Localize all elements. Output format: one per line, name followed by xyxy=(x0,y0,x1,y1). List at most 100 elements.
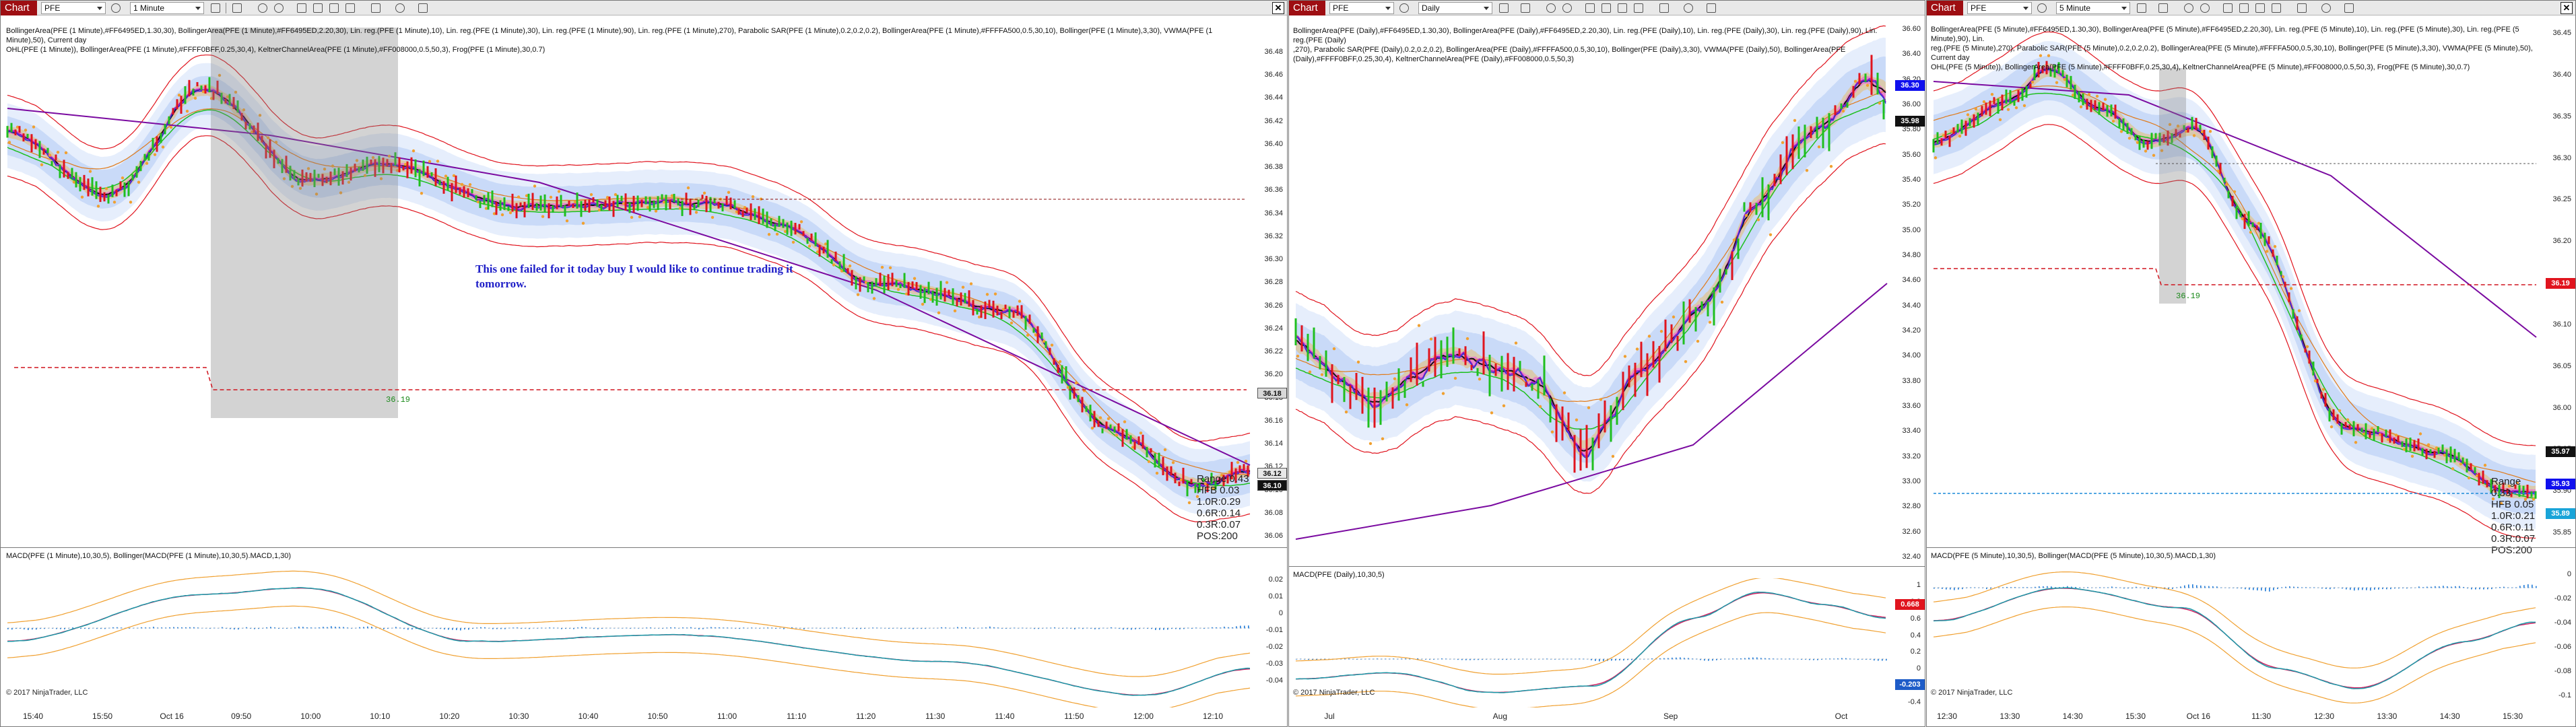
grid-icon[interactable] xyxy=(418,3,428,13)
price-bar xyxy=(1186,480,1189,497)
price-bar xyxy=(754,208,756,220)
zoom-in-icon[interactable] xyxy=(1546,3,1556,13)
zoom-in-icon[interactable] xyxy=(2184,3,2193,13)
draw-tools-icon[interactable] xyxy=(2297,3,2307,13)
macd-histogram-bar xyxy=(1062,628,1063,629)
close-icon[interactable]: ✕ xyxy=(1272,2,1284,14)
price-bar xyxy=(1964,120,1967,136)
period-selector[interactable]: 5 Minute xyxy=(2056,2,2130,14)
price-bar xyxy=(1828,113,1830,151)
price-bar xyxy=(184,86,187,104)
properties-icon[interactable] xyxy=(297,3,306,13)
time-axis[interactable]: 12:30 13:30 14:30 15:30 Oct 16 11:30 12:30 13:3… xyxy=(1927,709,2543,722)
macd-tick: -0.4 xyxy=(1908,698,1921,706)
time-tick: 10:30 xyxy=(508,712,529,721)
macd-histogram-bar xyxy=(1115,627,1116,629)
indicators-icon[interactable] xyxy=(1601,3,1611,13)
instrument-selector[interactable]: PFE xyxy=(1967,2,2032,14)
price-tick: 34.40 xyxy=(1902,301,1921,310)
crosshair-icon[interactable] xyxy=(2272,3,2281,13)
chart-menu-button[interactable]: Chart xyxy=(1,1,37,15)
indicators-icon[interactable] xyxy=(2239,3,2249,13)
time-axis[interactable]: 15:40 15:50 Oct 16 09:50 10:00 10:10 10:20 10:3… xyxy=(1,709,1255,722)
sar-dot xyxy=(2127,137,2132,140)
search-icon[interactable] xyxy=(2037,3,2047,13)
price-bar xyxy=(1804,125,1806,158)
price-axis[interactable]: 36.60 36.40 36.20 36.00 35.80 35.60 35.40 35.20… xyxy=(1892,21,1925,565)
macd-histogram-bar xyxy=(953,627,954,629)
sar-dot xyxy=(476,200,480,204)
properties-icon[interactable] xyxy=(1585,3,1595,13)
zoom-out-icon[interactable] xyxy=(1562,3,1572,13)
chart-menu-button[interactable]: Chart xyxy=(1927,1,1963,15)
zoom-in-icon[interactable] xyxy=(258,3,267,13)
macd-histogram-bar xyxy=(1296,659,1297,660)
price-bar xyxy=(1932,139,1935,153)
macd-histogram-bar xyxy=(1453,658,1455,660)
price-bar xyxy=(2162,134,2165,143)
macd-histogram-bar xyxy=(888,628,890,629)
bar-type-icon[interactable] xyxy=(1499,3,1509,13)
bar-type-icon[interactable] xyxy=(2137,3,2146,13)
zoom-out-icon[interactable] xyxy=(274,3,284,13)
time-tick: 11:10 xyxy=(787,712,807,721)
price-bar xyxy=(1616,396,1618,425)
price-bar xyxy=(762,208,764,224)
draw-tools-icon[interactable] xyxy=(371,3,381,13)
sar-dot xyxy=(977,315,981,319)
macd-tick: -0.04 xyxy=(2554,619,2571,627)
price-axis[interactable]: 36.48 36.46 36.44 36.42 36.40 36.38 36.36 36.34… xyxy=(1255,21,1287,546)
chart-menu-button[interactable]: Chart xyxy=(1289,1,1325,15)
pencil-icon[interactable] xyxy=(2158,3,2168,13)
sar-dot xyxy=(783,230,787,234)
grid-icon[interactable] xyxy=(1707,3,1716,13)
macd-histogram-bar xyxy=(169,627,170,629)
macd-histogram-bar xyxy=(1886,659,1887,661)
macd-histogram-bar xyxy=(391,627,393,629)
price-bar xyxy=(127,181,130,197)
strategies-icon[interactable] xyxy=(2255,3,2265,13)
macd-axis[interactable]: 0.02 0.01 0 -0.01 -0.02 -0.03 -0.04 xyxy=(1255,561,1287,707)
period-selector[interactable]: 1 Minute xyxy=(130,2,204,14)
price-bar xyxy=(2094,100,2096,110)
crosshair-icon[interactable] xyxy=(345,3,355,13)
grid-icon[interactable] xyxy=(2344,3,2354,13)
ellipse-icon[interactable] xyxy=(395,3,405,13)
stat-1r: 1.0R:0.21 xyxy=(2491,510,2536,522)
price-bar xyxy=(515,203,518,219)
ellipse-icon[interactable] xyxy=(2321,3,2331,13)
strategies-icon[interactable] xyxy=(329,3,339,13)
crosshair-icon[interactable] xyxy=(1634,3,1643,13)
sar-dot xyxy=(565,219,569,223)
pencil-icon[interactable] xyxy=(232,3,242,13)
zoom-out-icon[interactable] xyxy=(2200,3,2210,13)
properties-icon[interactable] xyxy=(2223,3,2233,13)
price-bar xyxy=(2179,133,2181,138)
search-icon[interactable] xyxy=(1399,3,1409,13)
time-axis[interactable]: Jul Aug Sep Oct xyxy=(1289,709,1892,722)
sar-dot xyxy=(2144,149,2148,153)
macd-histogram-bar xyxy=(537,628,538,629)
draw-tools-icon[interactable] xyxy=(1659,3,1669,13)
macd-histogram-bar xyxy=(2273,588,2274,590)
search-icon[interactable] xyxy=(111,3,121,13)
macd-axis[interactable]: 0 -0.02 -0.04 -0.06 -0.08 -0.1 xyxy=(2543,561,2575,707)
chart-annotation[interactable]: This one failed for it today buy I would… xyxy=(475,262,793,291)
sar-dot xyxy=(2281,275,2285,279)
strategies-icon[interactable] xyxy=(1618,3,1627,13)
ellipse-icon[interactable] xyxy=(1684,3,1693,13)
price-bar xyxy=(1154,453,1156,468)
instrument-selector[interactable]: PFE xyxy=(41,2,106,14)
bar-type-icon[interactable] xyxy=(211,3,220,13)
macd-histogram-bar xyxy=(1348,658,1350,660)
price-bar xyxy=(628,202,631,213)
macd-histogram-bar xyxy=(1720,659,1721,660)
macd-tick: -0.1 xyxy=(2558,691,2571,699)
pencil-icon[interactable] xyxy=(1521,3,1530,13)
macd-histogram-bar xyxy=(355,627,356,629)
price-bar xyxy=(1646,353,1649,396)
instrument-selector[interactable]: PFE xyxy=(1329,2,1394,14)
indicators-icon[interactable] xyxy=(313,3,323,13)
close-icon[interactable]: ✕ xyxy=(2561,2,2573,14)
period-selector[interactable]: Daily xyxy=(1418,2,1492,14)
